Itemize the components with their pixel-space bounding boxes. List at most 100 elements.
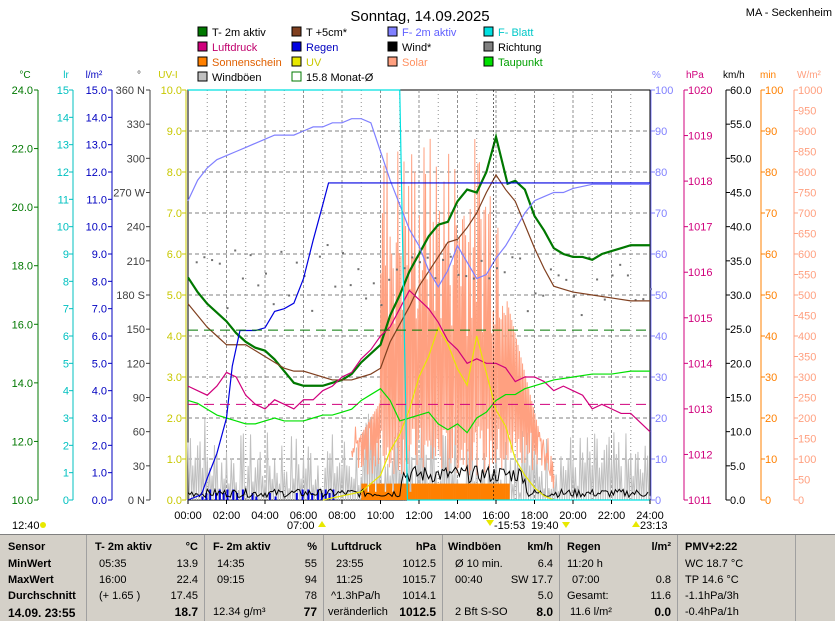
legend-label: 15.8 Monat-Ø (306, 72, 374, 84)
rain-tick-label: 0.0 (92, 495, 107, 507)
solar-series (351, 138, 555, 489)
sunshine-bar (447, 483, 451, 500)
direction-dot (318, 255, 321, 258)
moonset-icon (632, 521, 640, 527)
pmv-windchill: WC 18.7 °C (685, 558, 744, 570)
sunshine-bar (401, 483, 404, 500)
rain-tick-label: 6.0 (92, 331, 107, 343)
rain-total-value: 11.6 (650, 590, 671, 602)
wm2-tick-label: 550 (798, 270, 816, 282)
press-tick-label: 1012 (688, 449, 712, 461)
sunshine-bar (497, 483, 501, 500)
sunshine-bar (459, 483, 462, 500)
sunshine-bar (392, 491, 395, 500)
wm2-tick-label: 250 (798, 393, 816, 405)
sunshine-bar (455, 483, 458, 500)
time-tick-label: 02:00 (213, 510, 241, 522)
uv-tick-label: 5.0 (167, 290, 182, 302)
kmh-tick-label: 60.0 (730, 85, 751, 97)
min-axis-unit: min (760, 70, 776, 81)
hum-tick-label: 10 (655, 454, 667, 466)
uv-tick-label: 10.0 (161, 85, 182, 97)
time-tick-label: 12:00 (405, 510, 433, 522)
wm2-tick-label: 500 (798, 290, 816, 302)
legend-swatch (483, 26, 494, 37)
hum-min-value: 55 (304, 558, 317, 570)
legend-swatch (387, 26, 398, 37)
hum-min-time: 14:35 (217, 558, 245, 570)
col-temp: T- 2m aktiv °C 05:35 13.9 16:00 22.4 (+ … (87, 535, 205, 621)
legend-label: Sonnenschein (212, 57, 282, 69)
lr-tick-label: 8 (63, 276, 69, 288)
legend-label: Richtung (498, 42, 541, 54)
wm2-tick-label: 200 (798, 413, 816, 425)
max-label: MaxWert (8, 574, 54, 586)
rain-tick-label: 10.0 (86, 222, 107, 234)
col-rain: Regen l/m² 11:20 h 07:00 0.8 Gesamt: 11.… (560, 535, 678, 621)
col-humidity: F- 2m aktiv % 14:35 55 09:15 94 78 12.34… (205, 535, 324, 621)
sunshine-bar (438, 483, 441, 500)
wm2-tick-label: 400 (798, 331, 816, 343)
direction-dot (395, 268, 398, 271)
sunshine-bar (461, 483, 464, 500)
rain-tick-label: 15.0 (86, 85, 107, 97)
lr-tick-label: 11 (58, 194, 69, 206)
sunshine-bar (478, 483, 481, 500)
dir-tick-label: 270 W (113, 188, 145, 200)
dir-axis-unit: ° (137, 70, 141, 81)
legend-label: Solar (402, 57, 428, 69)
sunshine-bar (368, 483, 372, 500)
sunshine-bar (430, 483, 433, 500)
press-current: 1012.5 (399, 605, 436, 619)
time-axis: 00:00 02:00 04:00 06:00 08:00 10:00 12:00 14:00… (12, 500, 668, 532)
sunshine-bar (444, 483, 447, 500)
axes: °C10.012.014.016.018.020.022.024.0lr0123… (12, 70, 823, 507)
col-wind: Windböen km/h Ø 10 min. 6.4 00:40 SW 17.… (443, 535, 560, 621)
sunshine-bar (499, 483, 503, 500)
press-min-time: 23:55 (336, 558, 364, 570)
min-tick-label: 20 (765, 413, 777, 425)
series-f-blatt (188, 89, 650, 501)
noon-label: -15:53 (494, 520, 525, 532)
kmh-tick-label: 10.0 (730, 427, 751, 439)
kmh-tick-label: 40.0 (730, 222, 751, 234)
series-regen (187, 182, 650, 501)
press-tick-label: 1016 (688, 267, 712, 279)
series-t-2m-aktiv (187, 132, 650, 387)
rain-current: 0.0 (654, 605, 671, 619)
legend-swatch (197, 56, 208, 67)
direction-dot (480, 259, 483, 262)
rain-bar (255, 496, 258, 500)
wind-avg-label: Ø 10 min. (455, 558, 503, 570)
direction-dot (388, 278, 391, 281)
sunshine-bar (467, 483, 470, 500)
legend-label: Windböen (212, 72, 262, 84)
direction-dot (542, 294, 545, 297)
sunshine-bar (474, 483, 478, 500)
direction-dot (488, 277, 491, 280)
series-luftdruck (187, 289, 651, 433)
sunshine-bar (370, 483, 374, 500)
uv-axis-unit: UV-I (158, 70, 177, 81)
sensor-header: Sensor (8, 541, 46, 553)
sunshine-bar (378, 483, 381, 500)
col-pmv: PMV+2:22 WC 18.7 °C TP 14.6 °C -1.1hPa/3… (678, 535, 796, 621)
min-tick-label: 70 (765, 208, 777, 220)
temp-header: T- 2m aktiv (95, 541, 152, 553)
direction-dot (249, 254, 252, 257)
sunshine-bar (507, 483, 510, 500)
wm2-tick-label: 50 (798, 475, 810, 487)
direction-dot (372, 282, 375, 285)
sunshine-bar (490, 483, 493, 500)
sunshine-bar (442, 483, 445, 500)
temp-tick-label: 16.0 (12, 319, 33, 331)
rain-max-value: 0.8 (655, 574, 671, 586)
sunshine-bar (434, 483, 437, 500)
sunshine-bar (424, 483, 427, 500)
temp-avg-value: 17.45 (170, 590, 198, 602)
dir-tick-label: 300 (127, 153, 145, 165)
uv-tick-label: 0.0 (167, 495, 182, 507)
dir-tick-label: 0 N (128, 495, 145, 507)
press-tick-label: 1015 (688, 313, 712, 325)
hum-unit: % (307, 541, 317, 553)
